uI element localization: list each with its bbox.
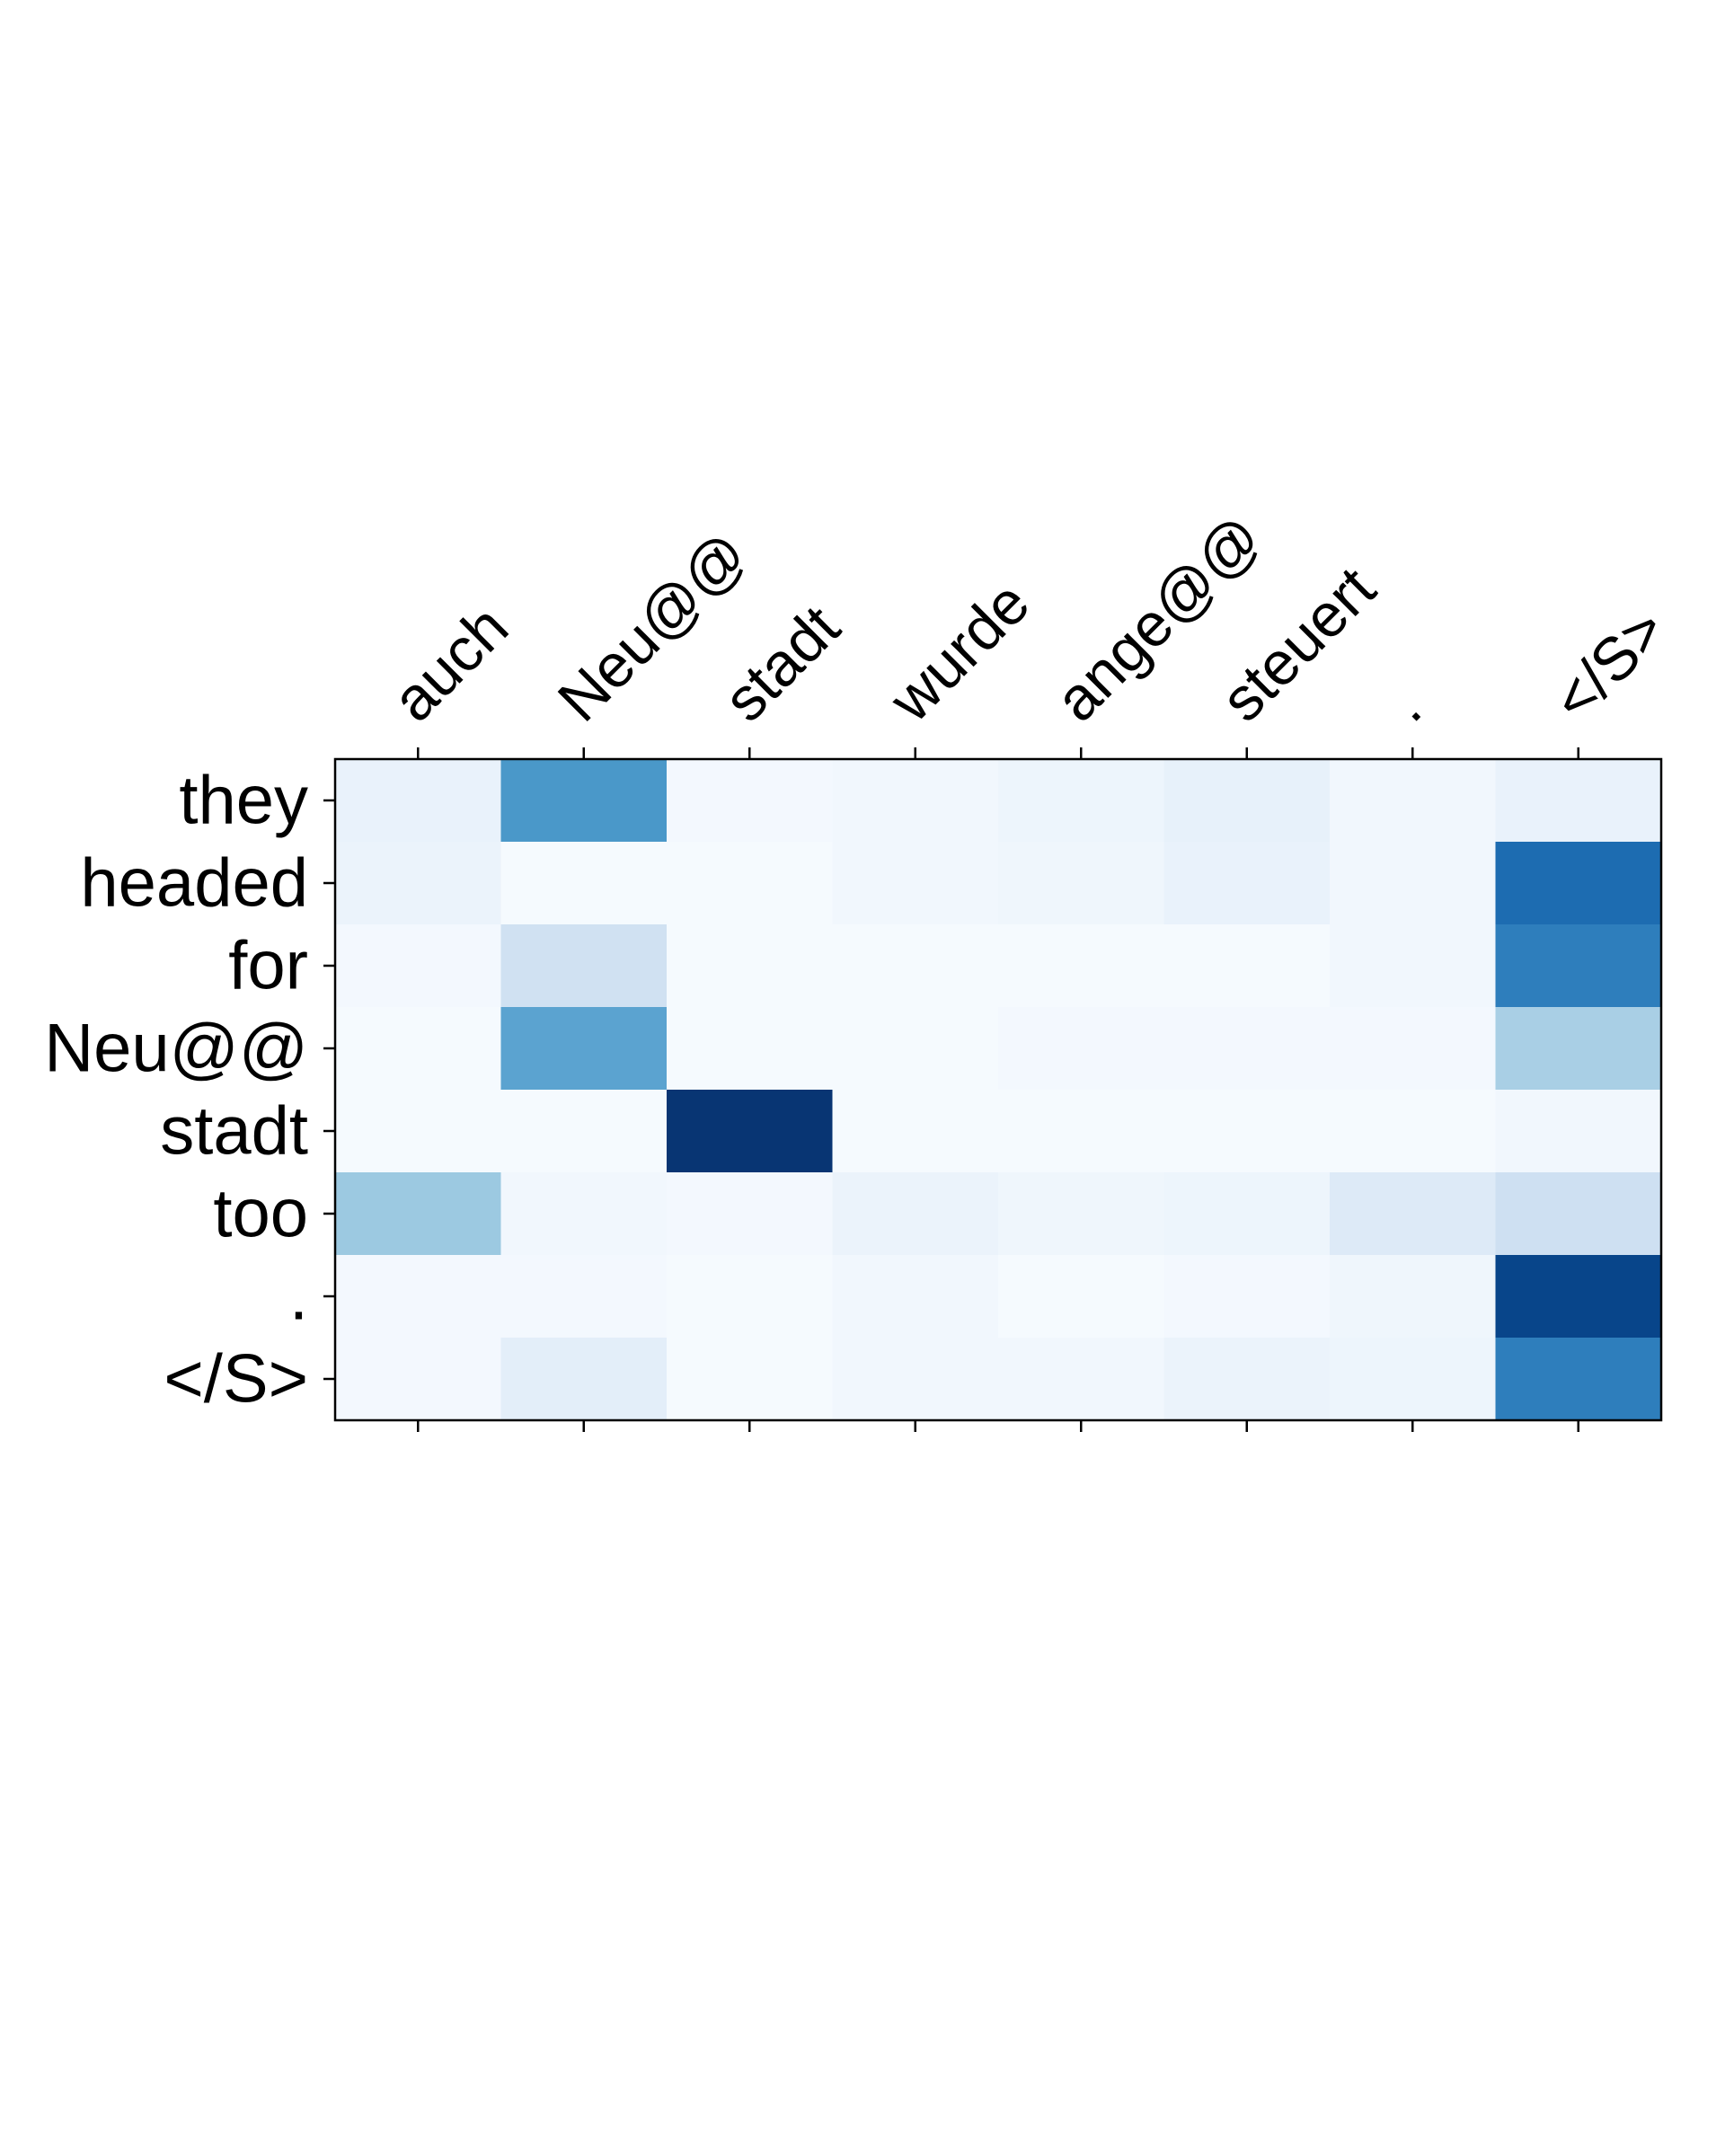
heatmap-cell [667,1007,834,1091]
heatmap-cell [335,1338,502,1421]
heatmap-cell [998,1007,1165,1091]
x-tick-label: auch [379,593,521,735]
y-tick-label: stadt [160,1093,308,1170]
heatmap-cell [1495,842,1662,925]
heatmap-cell [1495,1255,1662,1339]
y-tick-label: </S> [164,1341,308,1418]
y-tick-label: they [179,763,308,839]
heatmap-cell [335,1007,502,1091]
heatmap-cell [667,1338,834,1421]
heatmap-cell [1495,1007,1662,1091]
heatmap-cell [1495,759,1662,843]
heatmap-cell [1495,1338,1662,1421]
heatmap-cell [667,759,834,843]
heatmap-cell [335,1172,502,1256]
heatmap-cell [667,842,834,925]
plot-frame [333,757,1663,1422]
heatmap-cell [1330,1172,1497,1256]
heatmap-cell [1163,924,1331,1008]
heatmap-cell [667,1172,834,1256]
heatmap-cell [998,1172,1165,1256]
heatmap-cell [1330,1338,1497,1421]
heatmap-cell [998,1255,1165,1339]
x-tick-label: stadt [711,593,853,735]
heatmap-cell [500,1007,668,1091]
y-tick-label: Neu@@ [44,1011,308,1087]
heatmap-cell [998,1090,1165,1173]
heatmap-cell [832,1007,999,1091]
heatmap-cell [998,842,1165,925]
heatmap-cell [998,924,1165,1008]
heatmap-cell [335,759,502,843]
heatmap-cell [500,1172,668,1256]
heatmap-cell [1495,924,1662,1008]
heatmap-cell [998,759,1165,843]
heatmap-cell [335,1090,502,1173]
y-tick-label: too [213,1176,308,1252]
x-tick-label: . [1374,674,1434,734]
heatmap-cell [1163,1090,1331,1173]
heatmap-cell [667,1255,834,1339]
heatmap-cell [1330,759,1497,843]
heatmap-cell [667,1090,834,1173]
heatmap-cell [500,924,668,1008]
heatmap-cell [1163,1338,1331,1421]
heatmap-cell [1330,842,1497,925]
heatmap-cell [998,1338,1165,1421]
heatmap-cell [667,924,834,1008]
heatmap-cell [1330,924,1497,1008]
heatmap-cell [1330,1090,1497,1173]
heatmap-cell [500,1090,668,1173]
heatmap-cell [832,1255,999,1339]
heatmap-cell [832,924,999,1008]
heatmap-cell [1163,1255,1331,1339]
heatmap-cell [335,1255,502,1339]
heatmap-cell [832,1172,999,1256]
heatmap-cell [1330,1255,1497,1339]
heatmap-cell [335,842,502,925]
y-tick-label: . [289,1259,308,1335]
heatmap-cell [1495,1090,1662,1173]
x-tick-label: wurde [876,569,1042,735]
heatmap-cell [832,1090,999,1173]
heatmap-cell [832,759,999,843]
heatmap-cell [1163,842,1331,925]
x-tick-label: </S> [1540,595,1679,734]
heatmap-cell [335,924,502,1008]
heatmap-cell [500,842,668,925]
axis-ticks [323,747,1579,1432]
heatmap-cell [500,759,668,843]
heatmap-cell [832,842,999,925]
heatmap-cell [1495,1172,1662,1256]
y-tick-label: headed [80,845,308,922]
heatmap-cell [1163,1172,1331,1256]
x-tick-labels: auch Neu@@stadt wurde ange@@steuert. </S> [379,502,1679,735]
heatmap-cell [500,1338,668,1421]
heatmap-cells [335,759,1662,1421]
y-tick-label: for [228,928,308,1004]
heatmap-cell [1330,1007,1497,1091]
heatmap-cell [1163,759,1331,843]
heatmap-cell [832,1338,999,1421]
heatmap-cell [500,1255,668,1339]
heatmap-cell [1163,1007,1331,1091]
